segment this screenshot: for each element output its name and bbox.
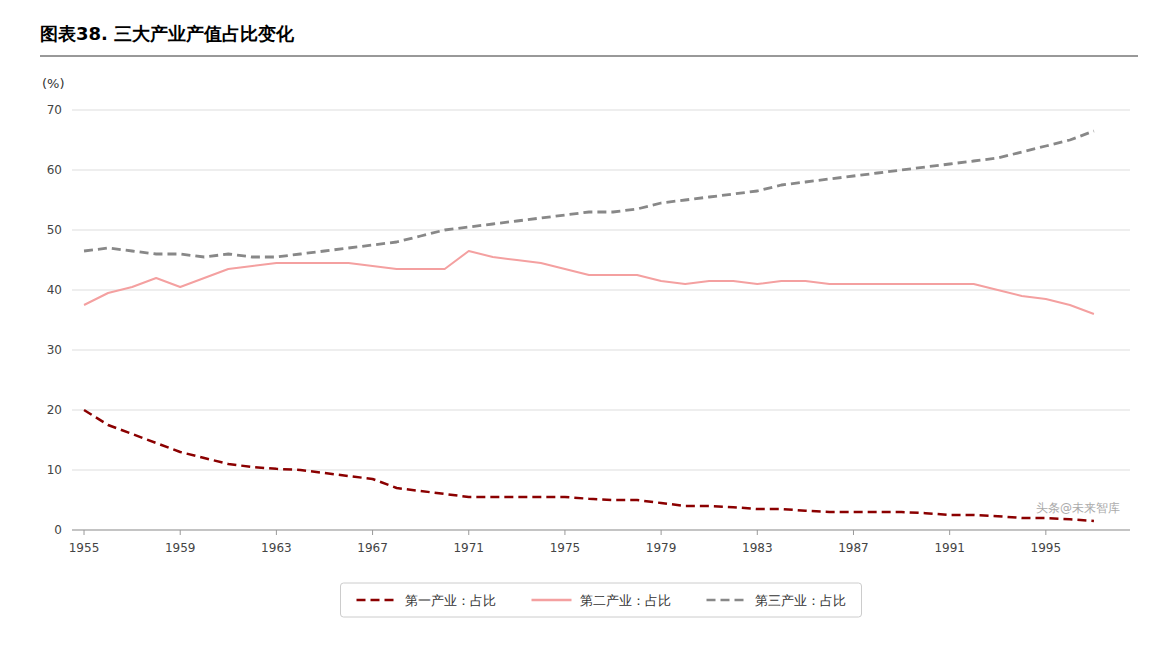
x-tick-label: 1995: [1031, 541, 1062, 555]
x-tick: [853, 530, 854, 535]
x-tick: [661, 530, 662, 535]
y-axis-label: (%): [42, 76, 65, 91]
legend-label: 第二产业：占比: [580, 593, 671, 608]
grid-line: [72, 110, 1130, 111]
y-tick-label: 40: [47, 283, 62, 297]
x-tick: [757, 530, 758, 535]
x-tick: [1045, 530, 1046, 535]
x-tick: [372, 530, 373, 535]
legend-label: 第一产业：占比: [405, 593, 496, 608]
x-tick-label: 1971: [453, 541, 484, 555]
legend-swatch: [532, 599, 572, 602]
legend-item: 第二产业：占比: [532, 593, 671, 608]
x-tick: [180, 530, 181, 535]
y-tick-label: 0: [54, 523, 62, 537]
x-tick-label: 1991: [934, 541, 965, 555]
series-line: [84, 251, 1094, 314]
legend-swatch: [357, 599, 397, 602]
x-tick-label: 1959: [165, 541, 196, 555]
legend-box: [341, 583, 862, 617]
grid-line: [72, 170, 1130, 171]
x-tick-label: 1979: [646, 541, 677, 555]
x-tick-label: 1987: [838, 541, 869, 555]
legend-label: 第三产业：占比: [755, 593, 846, 608]
legend-item: 第三产业：占比: [707, 593, 846, 608]
y-tick-label: 60: [47, 163, 62, 177]
x-tick: [276, 530, 277, 535]
legend: 第一产业：占比 第二产业：占比 第三产业：占比: [341, 583, 862, 617]
grid-line: [72, 230, 1130, 231]
grid-line: [72, 470, 1130, 471]
x-tick-label: 1955: [69, 541, 100, 555]
series-group: [84, 131, 1094, 521]
y-tick-label: 10: [47, 463, 62, 477]
legend-swatch: [707, 599, 747, 602]
x-tick-label: 1983: [742, 541, 773, 555]
series-line: [84, 410, 1094, 521]
x-tick: [84, 530, 85, 535]
x-tick-label: 1967: [357, 541, 388, 555]
x-tick-label: 1975: [550, 541, 581, 555]
annotation: 头条@未来智库: [1036, 501, 1120, 515]
x-tick: [468, 530, 469, 535]
title: 图表38. 三大产业产值占比变化: [40, 23, 295, 44]
y-tick-label: 20: [47, 403, 62, 417]
x-tick: [949, 530, 950, 535]
grid-line: [72, 410, 1130, 411]
x-tick: [564, 530, 565, 535]
legend-item: 第一产业：占比: [357, 593, 496, 608]
y-tick-label: 70: [47, 103, 62, 117]
x-tick-label: 1963: [261, 541, 292, 555]
x-axis-line: [72, 530, 1130, 531]
y-tick-label: 30: [47, 343, 62, 357]
series-line: [84, 131, 1094, 257]
grid-line: [72, 290, 1130, 291]
title-rule: [40, 56, 1138, 57]
grid-line: [72, 530, 1130, 531]
chart: 图表38. 三大产业产值占比变化 (%) 0 10 20 30 40 50 60 70 1955 19…: [0, 0, 1173, 660]
grid-line: [72, 350, 1130, 351]
y-tick-label: 50: [47, 223, 62, 237]
